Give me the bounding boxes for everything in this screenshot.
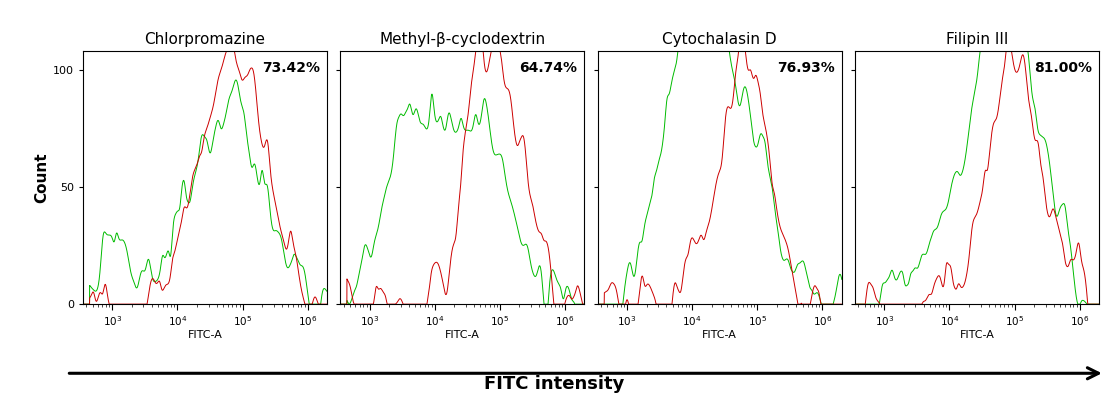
Title: Chlorpromazine: Chlorpromazine bbox=[145, 32, 266, 47]
Text: 73.42%: 73.42% bbox=[261, 62, 320, 75]
Y-axis label: Count: Count bbox=[34, 152, 49, 203]
Title: Cytochalasin D: Cytochalasin D bbox=[663, 32, 777, 47]
Text: 81.00%: 81.00% bbox=[1034, 62, 1091, 75]
X-axis label: FITC-A: FITC-A bbox=[187, 330, 223, 340]
X-axis label: FITC-A: FITC-A bbox=[960, 330, 995, 340]
Title: Methyl-β-cyclodextrin: Methyl-β-cyclodextrin bbox=[379, 32, 545, 47]
Text: 64.74%: 64.74% bbox=[520, 62, 577, 75]
X-axis label: FITC-A: FITC-A bbox=[702, 330, 737, 340]
X-axis label: FITC-A: FITC-A bbox=[445, 330, 480, 340]
Title: Filipin III: Filipin III bbox=[946, 32, 1008, 47]
Text: 76.93%: 76.93% bbox=[777, 62, 834, 75]
Text: FITC intensity: FITC intensity bbox=[484, 375, 624, 393]
